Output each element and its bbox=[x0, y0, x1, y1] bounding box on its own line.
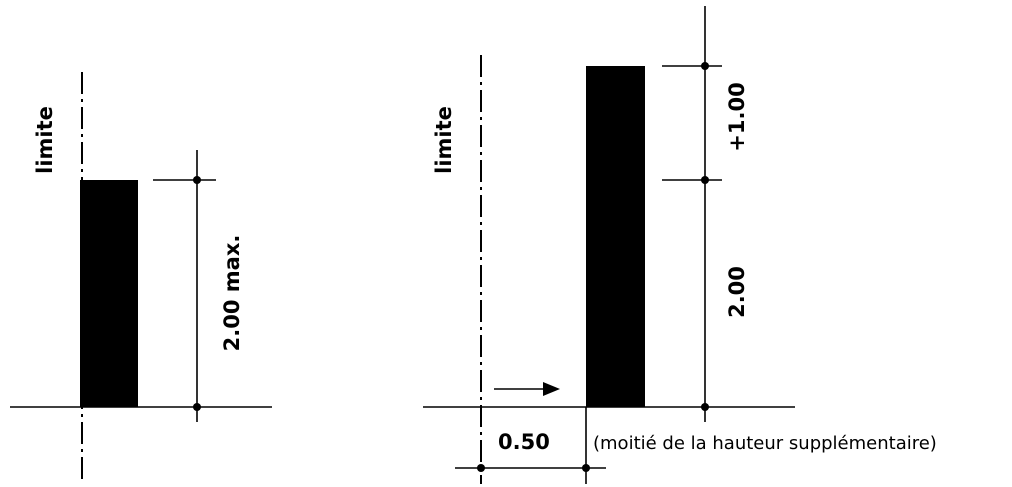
right-wall bbox=[586, 66, 645, 407]
left-limit-label: limite bbox=[33, 106, 57, 174]
right-offset-arrow-head bbox=[543, 382, 560, 396]
right-offset-left-dot bbox=[477, 464, 485, 472]
right-offset-note: (moitié de la hauteur supplémentaire) bbox=[593, 433, 937, 454]
left-height-label: 2.00 max. bbox=[220, 235, 244, 352]
left-dimension-top-dot bbox=[193, 176, 201, 184]
right-extra-height-label: +1.00 bbox=[725, 82, 749, 151]
right-base-height-label: 2.00 bbox=[725, 266, 749, 318]
left-figure: limite 2.00 max. bbox=[10, 72, 272, 482]
right-dimension-mid-dot bbox=[701, 176, 709, 184]
right-dimension-top-dot bbox=[701, 62, 709, 70]
right-figure: limite +1.00 2.00 0.50 (moitié de la hau… bbox=[423, 6, 937, 484]
right-offset-label: 0.50 bbox=[498, 430, 550, 454]
left-wall bbox=[80, 180, 138, 407]
right-offset-right-dot bbox=[582, 464, 590, 472]
left-dimension-bottom-dot bbox=[193, 403, 201, 411]
right-dimension-bottom-dot bbox=[701, 403, 709, 411]
right-limit-label: limite bbox=[432, 106, 456, 174]
